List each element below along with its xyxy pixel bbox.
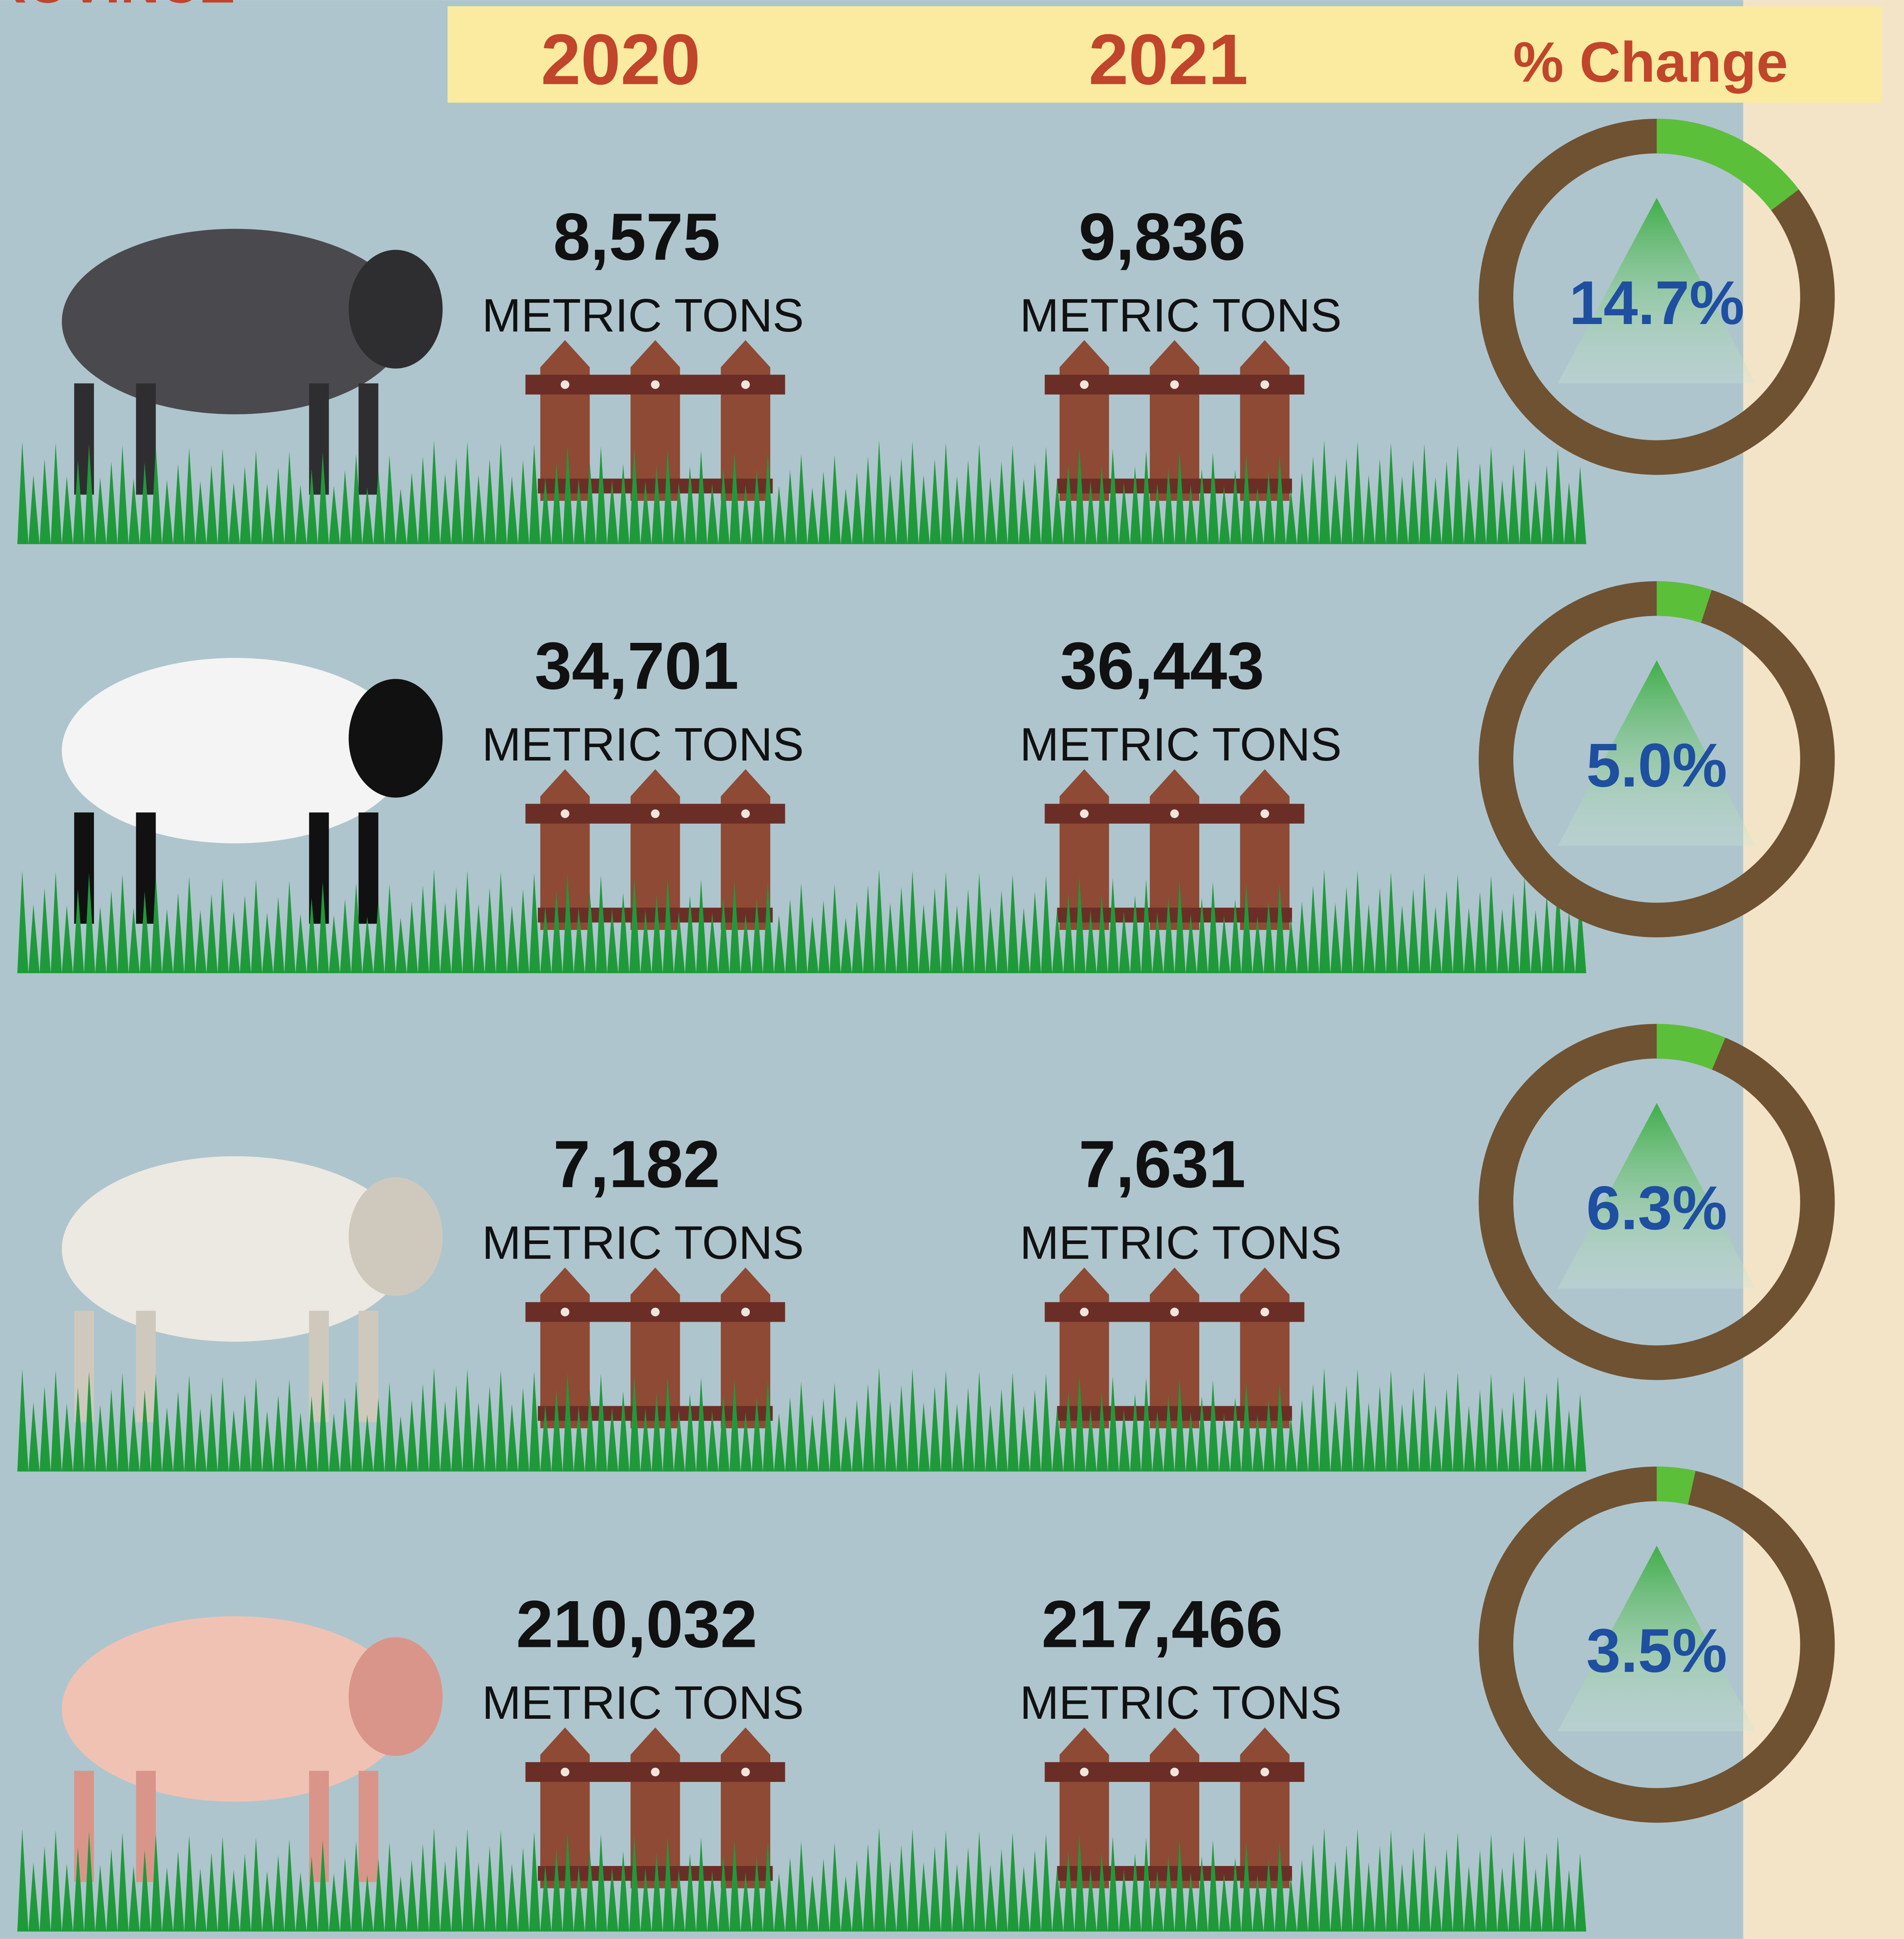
fence-nail <box>1170 1768 1179 1776</box>
fence-post <box>1150 769 1199 930</box>
year-header: 2021 <box>1089 19 1248 99</box>
fence-nail <box>1080 1308 1089 1316</box>
value-2020: 7,182 <box>553 1127 720 1201</box>
animal-leg <box>359 813 378 924</box>
fence-nail <box>1260 1768 1269 1776</box>
fence-post <box>721 340 770 501</box>
animal-head <box>349 250 443 369</box>
fence-rail <box>1057 908 1292 923</box>
fence-post <box>631 769 680 930</box>
change-header: % Change <box>1513 30 1788 94</box>
unit-label: METRIC TONS <box>482 289 804 342</box>
donut-change-arc <box>1657 1484 1692 1488</box>
fence-nail <box>561 1768 569 1776</box>
fence-nail <box>561 380 569 389</box>
fence-post <box>540 769 590 930</box>
page: ROVINCE 2020 2021 % Change 8,575 METRIC T… <box>0 0 1904 1939</box>
unit-label: METRIC TONS <box>482 718 804 771</box>
fence-post <box>540 1727 590 1888</box>
fence-post <box>631 1727 680 1888</box>
animal-leg <box>359 383 378 495</box>
percent-change: 3.5% <box>1586 1616 1727 1685</box>
fence-nail <box>1260 809 1269 818</box>
infographic: ROVINCE 2020 2021 % Change 8,575 METRIC T… <box>0 0 1904 1939</box>
fence-post <box>721 1727 770 1888</box>
fence-nail <box>1260 1308 1269 1316</box>
value-2021: 9,836 <box>1078 199 1245 274</box>
animal-leg <box>359 1771 378 1882</box>
animal-head <box>349 1177 443 1296</box>
fence-nail <box>1080 1768 1089 1776</box>
fence-nail <box>651 1308 660 1316</box>
fence-nail <box>1260 380 1269 389</box>
animal-leg <box>136 1771 156 1882</box>
fence-post <box>1150 1268 1199 1428</box>
fence-nail <box>561 1308 569 1316</box>
percent-change: 14.7% <box>1569 268 1744 337</box>
animal-leg <box>136 1311 156 1422</box>
unit-label: METRIC TONS <box>1020 289 1342 342</box>
fence-post <box>721 769 770 930</box>
fence-rail <box>1057 479 1292 494</box>
fence-nail <box>1080 809 1089 818</box>
unit-label: METRIC TONS <box>1020 1217 1342 1269</box>
animal-leg <box>136 383 156 495</box>
percent-change: 5.0% <box>1586 731 1727 800</box>
donut-change-arc <box>1657 1041 1719 1053</box>
value-2021: 217,466 <box>1041 1587 1283 1661</box>
fence-post <box>1150 340 1199 501</box>
year-header: 2020 <box>541 19 700 99</box>
value-2020: 34,701 <box>535 628 739 703</box>
fence-nail <box>651 809 660 818</box>
fence-post <box>540 1268 590 1428</box>
fence-nail <box>651 1768 660 1776</box>
animal-leg <box>136 813 156 924</box>
value-2020: 8,575 <box>553 199 720 274</box>
animal-head <box>349 1637 443 1756</box>
fence-nail <box>1170 809 1179 818</box>
fence-post <box>721 1268 770 1428</box>
corner-title: ROVINCE <box>0 0 235 14</box>
fence-rail <box>1057 1406 1292 1421</box>
value-2021: 36,443 <box>1060 628 1264 703</box>
animal-head <box>349 679 443 798</box>
fence-nail <box>1170 380 1179 389</box>
unit-label: METRIC TONS <box>482 1677 804 1729</box>
fence-nail <box>1080 380 1089 389</box>
donut-change-arc <box>1657 599 1706 607</box>
animal-leg <box>359 1311 378 1422</box>
fence-post <box>1150 1727 1199 1888</box>
fence-nail <box>741 809 750 818</box>
fence-nail <box>561 809 569 818</box>
fence-post <box>631 1268 680 1428</box>
value-2020: 210,032 <box>516 1587 758 1661</box>
unit-label: METRIC TONS <box>482 1217 804 1269</box>
fence-nail <box>741 1308 750 1316</box>
value-2021: 7,631 <box>1078 1127 1245 1201</box>
fence-rail <box>1057 1866 1292 1881</box>
percent-change: 6.3% <box>1586 1173 1727 1242</box>
fence-nail <box>741 380 750 389</box>
fence-post <box>540 340 590 501</box>
fence-nail <box>651 380 660 389</box>
fence-nail <box>741 1768 750 1776</box>
unit-label: METRIC TONS <box>1020 718 1342 771</box>
unit-label: METRIC TONS <box>1020 1677 1342 1729</box>
fence-nail <box>1170 1308 1179 1316</box>
fence-post <box>631 340 680 501</box>
